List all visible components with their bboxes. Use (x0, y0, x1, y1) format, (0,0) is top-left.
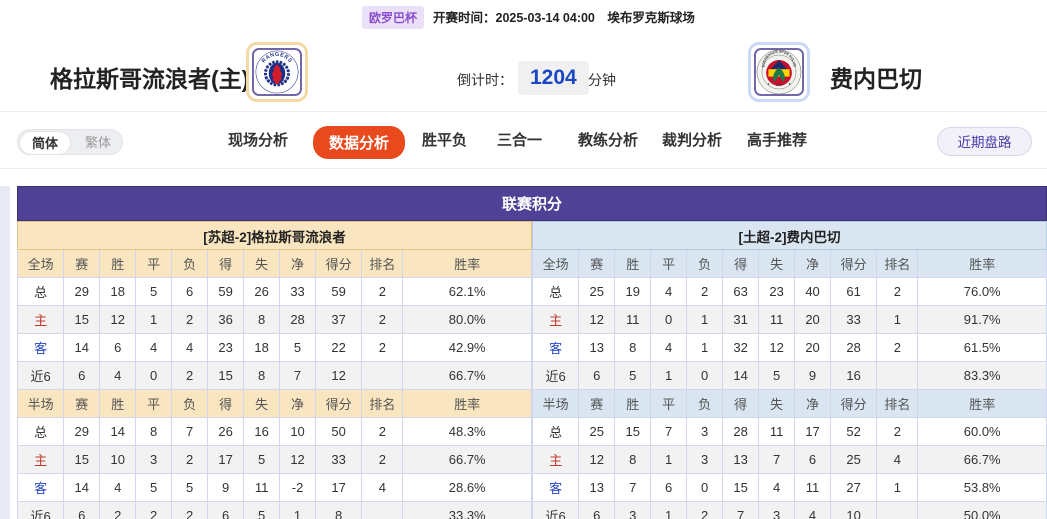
svg-text:1907: 1907 (776, 83, 783, 87)
